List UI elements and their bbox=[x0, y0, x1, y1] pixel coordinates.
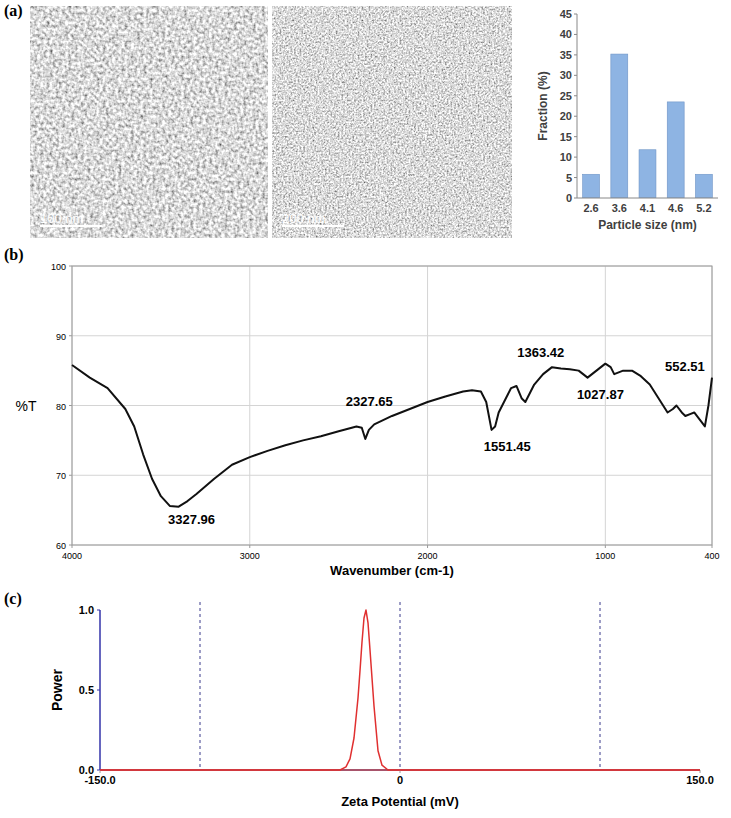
y-tick-label: 30 bbox=[560, 69, 572, 81]
y-axis-title: Power bbox=[49, 668, 65, 711]
y-tick-label: 90 bbox=[56, 332, 66, 342]
y-tick bbox=[97, 690, 100, 691]
y-tick-label: 80 bbox=[56, 402, 66, 412]
figure: (a) 100 nm 200 nm 0 5 10 15 20 25 30 35 40 45 2.6 3.6 4… bbox=[0, 0, 731, 818]
x-tick bbox=[249, 545, 250, 548]
x-axis bbox=[577, 198, 718, 199]
reference-line bbox=[600, 602, 601, 770]
y-tick bbox=[97, 610, 100, 611]
y-tick bbox=[69, 405, 72, 406]
y-axis bbox=[577, 14, 578, 198]
x-tick-label: 150.0 bbox=[686, 774, 714, 786]
panel-label: (b) bbox=[4, 246, 24, 264]
bar bbox=[611, 54, 628, 198]
y-tick bbox=[69, 266, 72, 267]
x-tick-label: 2000 bbox=[418, 551, 438, 561]
line-chart: 60 70 80 90 100 4000 3000 2000 1000 400 3327.96 232… bbox=[16, 262, 720, 578]
x-tick-label: 0 bbox=[397, 774, 403, 786]
tem-image bbox=[272, 6, 512, 238]
peak-label: 1551.45 bbox=[484, 439, 531, 454]
grid-line bbox=[427, 266, 428, 545]
y-tick-label: 10 bbox=[560, 151, 572, 163]
y-tick-label: 45 bbox=[560, 8, 572, 20]
y-tick-label: 1.0 bbox=[79, 604, 94, 616]
y-tick-label: 25 bbox=[560, 90, 572, 102]
reference-line bbox=[400, 602, 401, 770]
y-tick-label: 60 bbox=[56, 541, 66, 551]
tem-image bbox=[30, 6, 268, 238]
grid-line bbox=[605, 266, 606, 545]
y-tick bbox=[69, 335, 72, 336]
x-tick-label: 2.6 bbox=[583, 202, 598, 214]
bar bbox=[583, 174, 600, 198]
peak-label: 3327.96 bbox=[168, 512, 215, 527]
bar bbox=[667, 102, 684, 198]
y-tick bbox=[69, 475, 72, 476]
y-tick-label: 5 bbox=[566, 172, 572, 184]
y-tick-label: 15 bbox=[560, 131, 572, 143]
x-tick-label: 3.6 bbox=[612, 202, 627, 214]
x-tick-label: 400 bbox=[704, 551, 719, 561]
x-axis-title: Wavenumber (cm-1) bbox=[330, 563, 454, 578]
x-tick bbox=[712, 545, 713, 548]
y-tick-label: 40 bbox=[560, 28, 572, 40]
series-line bbox=[72, 364, 712, 507]
panel-label: (c) bbox=[4, 590, 22, 608]
x-tick bbox=[605, 545, 606, 548]
peak-label: 1027.87 bbox=[577, 387, 624, 402]
bar bbox=[639, 150, 656, 198]
peak-label: 1363.42 bbox=[517, 345, 564, 360]
bar-chart: 0 5 10 15 20 25 30 35 40 45 2.6 3.6 4.1 4.6 5.2 Particl… bbox=[536, 8, 718, 232]
y-axis-title: %T bbox=[16, 398, 37, 414]
series bbox=[72, 364, 712, 507]
x-tick bbox=[427, 545, 428, 548]
series-line bbox=[100, 610, 700, 770]
y-tick-label: 100 bbox=[51, 262, 66, 272]
x-tick-label: 3000 bbox=[240, 551, 260, 561]
x-tick-label: 4.6 bbox=[668, 202, 683, 214]
scale-bar-label: 100 nm bbox=[40, 211, 83, 226]
plot-frame bbox=[72, 266, 712, 545]
x-tick-label: 5.2 bbox=[696, 202, 711, 214]
grid-line bbox=[72, 335, 712, 336]
series bbox=[100, 610, 700, 770]
x-tick-label: 1000 bbox=[595, 551, 615, 561]
y-tick-label: 20 bbox=[560, 110, 572, 122]
x-tick-label: -150.0 bbox=[84, 774, 115, 786]
scale-bar-label: 200 nm bbox=[282, 211, 325, 226]
grid-line bbox=[72, 475, 712, 476]
peak-label: 552.51 bbox=[665, 359, 705, 374]
y-axis-title: Fraction (%) bbox=[536, 71, 550, 140]
bars bbox=[583, 54, 713, 198]
peak-label: 2327.65 bbox=[346, 394, 393, 409]
y-tick-label: 35 bbox=[560, 49, 572, 61]
x-tick-label: 4.1 bbox=[640, 202, 655, 214]
line-chart: 0.00.51.0-150.00150.0Zeta Potential (mV)… bbox=[49, 602, 714, 809]
reference-line bbox=[200, 602, 201, 770]
x-axis-title: Zeta Potential (mV) bbox=[341, 794, 459, 809]
x-axis-title: Particle size (nm) bbox=[598, 218, 697, 232]
grid-line bbox=[249, 266, 250, 545]
x-tick bbox=[72, 545, 73, 548]
panel-label: (a) bbox=[4, 2, 23, 20]
y-tick-label: 70 bbox=[56, 471, 66, 481]
y-tick-label: 0.5 bbox=[79, 684, 94, 696]
y-tick-label: 0 bbox=[566, 192, 572, 204]
bar bbox=[695, 174, 712, 198]
x-tick-label: 4000 bbox=[62, 551, 82, 561]
